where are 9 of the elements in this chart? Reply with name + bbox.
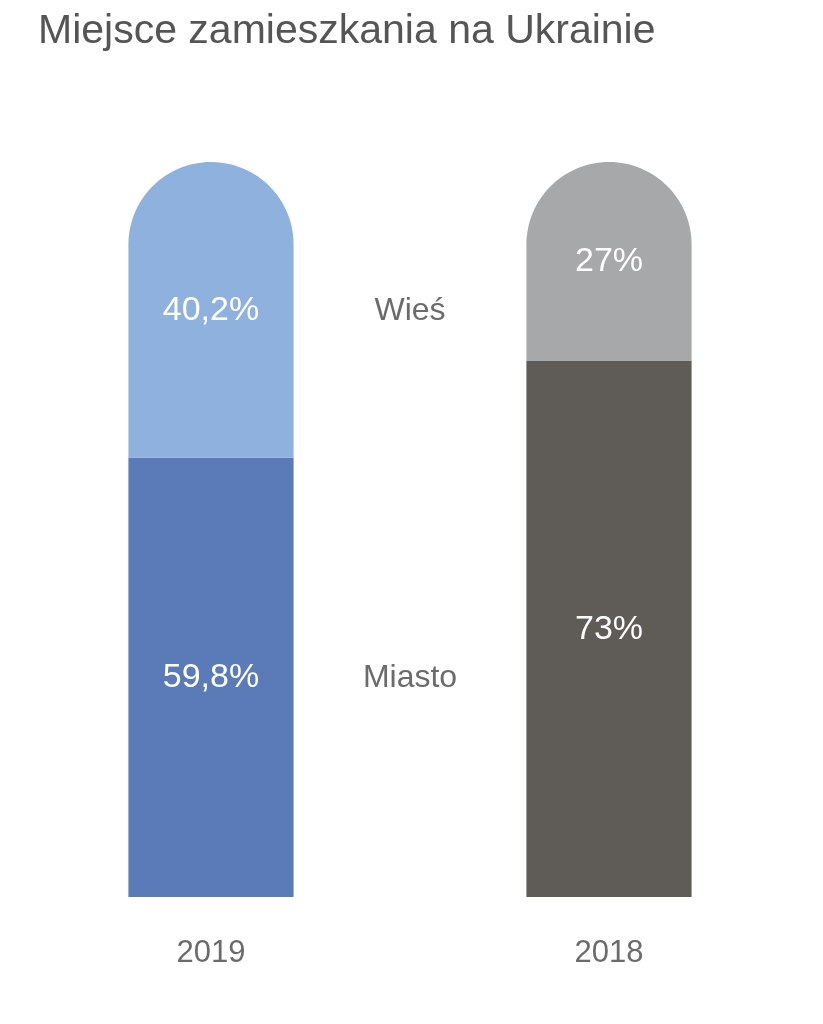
text: Miasto xyxy=(362,658,458,695)
data-label: 27% xyxy=(574,240,644,279)
x-tick-label: 2019 xyxy=(176,933,246,969)
text: Wieś xyxy=(374,290,446,327)
data-label: 59,8% xyxy=(162,656,260,695)
chart-title: Miejsce zamieszkania na Ukrainie xyxy=(38,6,656,52)
x-tick-label: 2018 xyxy=(574,933,644,969)
data-label: 40,2% xyxy=(162,288,260,327)
data-label: 73% xyxy=(574,607,644,646)
